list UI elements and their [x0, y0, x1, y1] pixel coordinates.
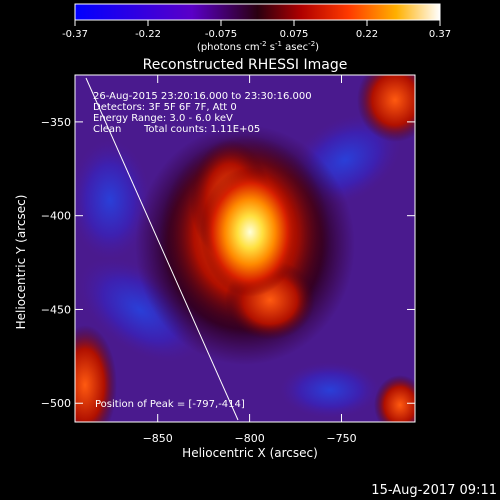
- colorbar-tick-label: -0.075: [205, 29, 237, 40]
- info-clean: Clean: [93, 124, 121, 135]
- info-block: 26-Aug-2015 23:20:16.000 to 23:30:16.000…: [93, 91, 312, 410]
- info-energy-range: Energy Range: 3.0 - 6.0 keV: [93, 113, 233, 124]
- plot-frame: [74, 74, 416, 423]
- colorbar-gradient: [74, 3, 441, 21]
- x-axis-ticks: −850 −800 −750: [143, 75, 357, 445]
- colorbar-tick-label: 0.37: [429, 29, 451, 40]
- colorbar-tick-label: 0.22: [356, 29, 378, 40]
- colorbar-tick-label: -0.22: [135, 29, 161, 40]
- blue-region-left: [75, 140, 150, 260]
- corner-source-bottom-left: [75, 325, 117, 422]
- corner-source-bottom-right: [374, 375, 415, 422]
- y-axis-ticks: −350 −400 −450 −500: [41, 116, 415, 410]
- corner-source-top-right: [357, 75, 415, 142]
- x-axis-label: Heliocentric X (arcsec): [182, 446, 318, 460]
- x-tick-label: −750: [326, 432, 356, 445]
- rhessi-image: [75, 75, 415, 422]
- y-tick-label: −450: [41, 303, 71, 316]
- info-total-counts: Total counts: 1.11E+05: [143, 124, 260, 135]
- info-time-range: 26-Aug-2015 23:20:16.000 to 23:30:16.000: [93, 91, 312, 102]
- peak-position: Position of Peak = [-797,-414]: [95, 399, 245, 410]
- colorbar-tick-label: -0.37: [62, 29, 88, 40]
- colorbar-tick-label: 0.075: [280, 29, 309, 40]
- plot-title: Reconstructed RHESSI Image: [143, 57, 348, 73]
- info-detectors: Detectors: 3F 5F 6F 7F, Att 0: [93, 102, 237, 113]
- timestamp: 15-Aug-2017 09:11: [371, 483, 497, 498]
- y-tick-label: −350: [41, 116, 71, 129]
- x-tick-label: −850: [143, 432, 173, 445]
- solar-limb-line: [85, 77, 239, 421]
- blue-region-lower-right: [280, 362, 380, 418]
- colorbar-units: (photons cm-2 s-1 asec-2): [197, 40, 319, 53]
- colorbar: -0.37 -0.22 -0.075 0.075 0.22 0.37 (photons c…: [62, 3, 451, 53]
- colorbar-ticks: -0.37 -0.22 -0.075 0.075 0.22 0.37: [62, 20, 451, 40]
- y-axis-label: Heliocentric Y (arcsec): [14, 195, 28, 330]
- emission-core: [200, 167, 300, 297]
- y-tick-label: −500: [41, 397, 71, 410]
- y-tick-label: −400: [41, 210, 71, 223]
- x-tick-label: −800: [234, 432, 264, 445]
